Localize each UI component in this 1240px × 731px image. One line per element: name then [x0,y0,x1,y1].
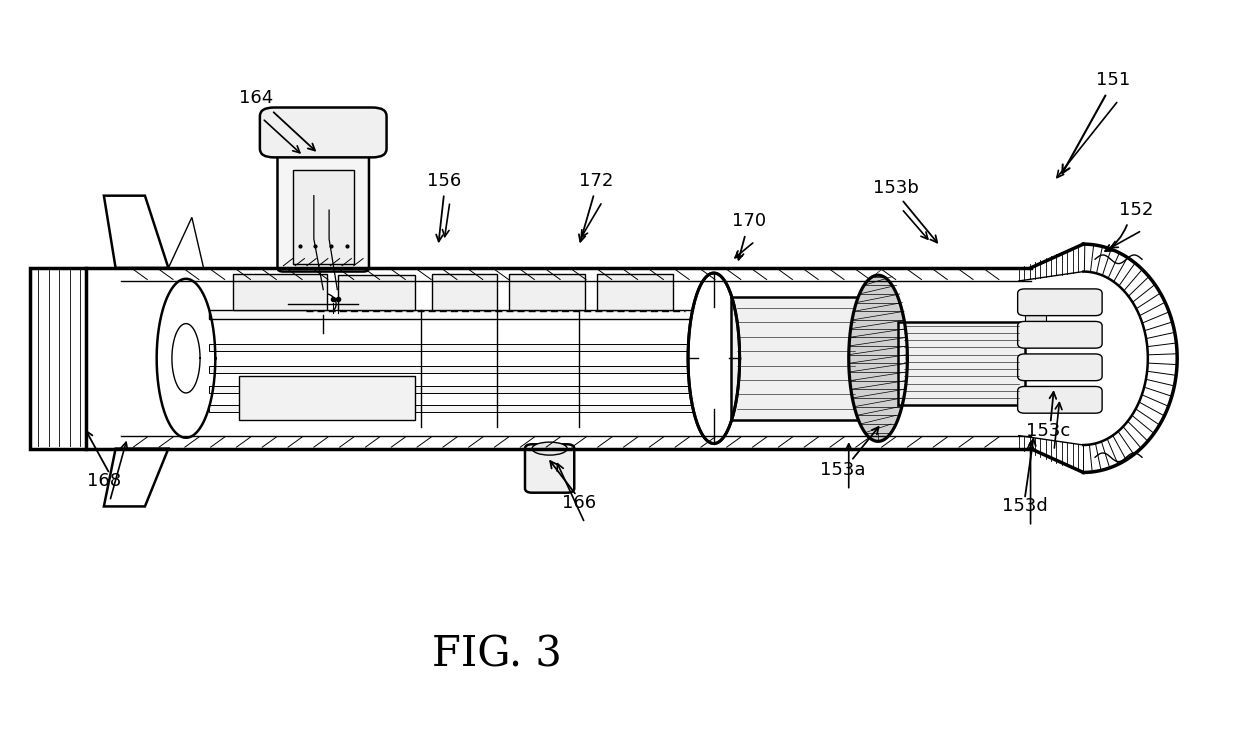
Bar [732,297,861,420]
Text: 156: 156 [427,173,461,190]
Polygon shape [688,273,739,444]
FancyBboxPatch shape [1018,354,1102,381]
Bar [1024,334,1045,347]
Text: 164: 164 [239,89,274,107]
Bar [1024,313,1045,326]
Bar [293,170,353,265]
Bar [239,376,414,420]
Text: 153b: 153b [873,179,919,197]
FancyBboxPatch shape [1018,387,1102,413]
Bar [433,273,497,310]
Text: FIG. 3: FIG. 3 [432,634,562,675]
FancyBboxPatch shape [525,444,574,493]
Bar [1024,366,1045,379]
Polygon shape [104,449,169,507]
Polygon shape [848,275,908,442]
FancyBboxPatch shape [1018,289,1102,316]
Bar [30,268,87,449]
Polygon shape [169,217,203,268]
Text: 153d: 153d [1002,497,1048,515]
Bar [210,405,702,412]
Bar [210,386,702,393]
Bar [898,322,1024,405]
Text: 166: 166 [562,494,596,512]
Bar [210,310,702,319]
Bar [210,344,702,351]
FancyBboxPatch shape [1018,322,1102,348]
Ellipse shape [532,442,567,455]
Ellipse shape [310,293,336,315]
Bar [596,273,673,310]
Bar [210,366,702,373]
Text: 170: 170 [732,212,766,230]
FancyBboxPatch shape [278,142,370,271]
Bar [508,273,585,310]
Text: 172: 172 [579,173,614,190]
Text: 153a: 153a [820,461,866,480]
Polygon shape [104,196,169,268]
Text: 151: 151 [1096,71,1130,89]
Text: 153c: 153c [1025,422,1070,439]
FancyBboxPatch shape [260,107,387,157]
Bar [233,273,327,310]
Bar [1024,389,1045,401]
Bar [339,275,414,310]
Text: 168: 168 [87,472,122,490]
Text: 152: 152 [1118,201,1153,219]
